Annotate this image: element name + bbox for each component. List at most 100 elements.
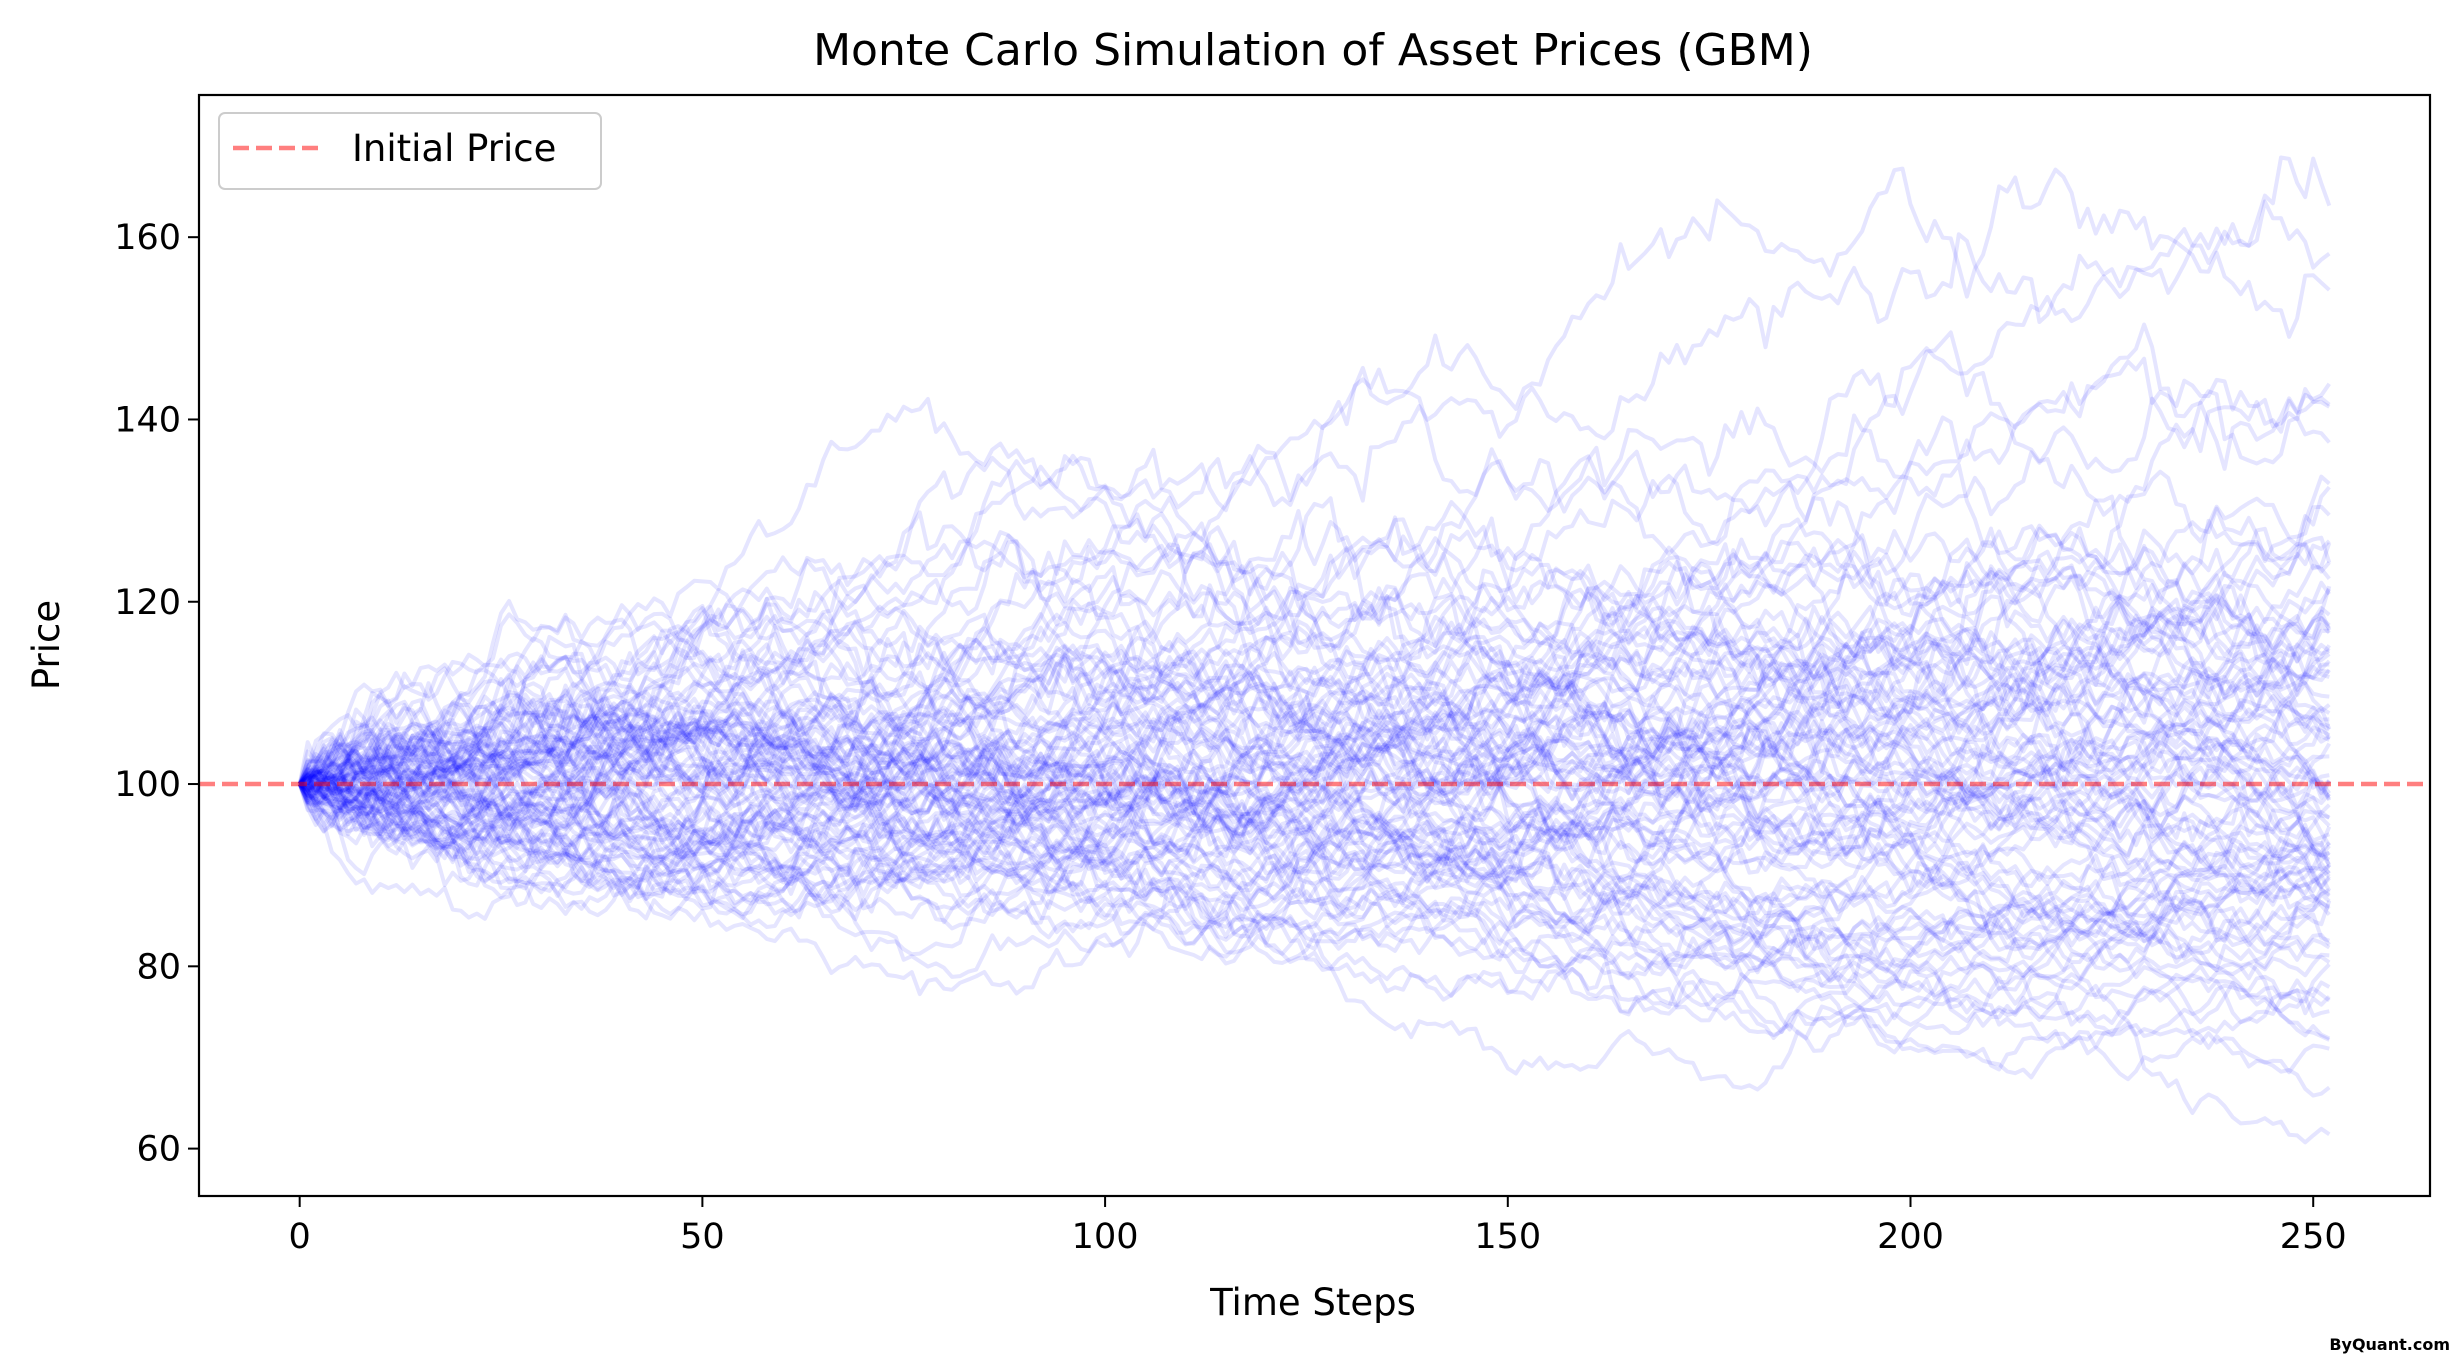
x-tick-label: 200 [1877, 1217, 1944, 1257]
x-tick-label: 0 [289, 1217, 311, 1257]
y-tick-label: 160 [114, 218, 181, 258]
simulation-path [299, 539, 2331, 796]
simulation-path [298, 701, 2332, 872]
y-tick-label: 120 [114, 583, 181, 623]
y-axis: 60 80 100 120 140 160 [114, 218, 199, 1170]
simulation-path [298, 569, 2331, 951]
simulation-path [298, 741, 2331, 893]
simulation-path [298, 692, 2331, 882]
simulation-path [299, 763, 2331, 918]
simulation-path [298, 509, 2330, 806]
simulation-path [297, 783, 2331, 1025]
simulation-path [297, 646, 2331, 832]
simulation-path [298, 639, 2331, 897]
legend: Initial Price [218, 112, 602, 190]
simulation-path [297, 628, 2330, 857]
simulation-path [298, 773, 2331, 993]
simulation-path [298, 692, 2331, 973]
simulation-path [299, 614, 2331, 821]
simulation-path [298, 763, 2331, 1050]
legend-box [218, 112, 602, 190]
simulation-path [299, 583, 2331, 896]
simulation-path [299, 637, 2331, 863]
simulation-path [298, 737, 2331, 972]
simulation-path [298, 454, 2331, 874]
simulation-path [298, 578, 2332, 791]
simulation-path [298, 747, 2332, 965]
simulation-path [297, 644, 2332, 868]
simulation-path [298, 600, 2331, 872]
simulation-path [298, 729, 2330, 879]
y-tick-label: 140 [114, 400, 181, 440]
simulation-path [297, 664, 2331, 938]
simulation-path [297, 529, 2331, 921]
simulation-path [297, 580, 2331, 906]
simulation-path [298, 782, 2331, 982]
simulation-path [298, 382, 2331, 793]
simulation-path [299, 526, 2331, 888]
simulation-path [297, 560, 2330, 869]
simulation-path [299, 567, 2331, 871]
simulation-path [297, 681, 2331, 909]
x-axis: 0 50 100 150 200 250 [289, 1196, 2347, 1257]
simulation-path [298, 650, 2331, 957]
y-tick-label: 80 [136, 947, 181, 987]
simulation-path [298, 625, 2331, 898]
simulation-path [298, 665, 2331, 872]
simulation-path [299, 605, 2331, 918]
legend-label-initial-price: Initial Price [352, 127, 556, 170]
simulation-path [299, 330, 2332, 786]
simulation-path [298, 199, 2331, 786]
simulation-path [298, 706, 2331, 956]
simulation-path [298, 530, 2331, 786]
y-tick-label: 100 [114, 765, 181, 805]
simulation-path [298, 763, 2330, 1018]
simulation-path [298, 722, 2331, 1038]
plot-frame [197, 93, 2432, 1198]
simulation-path [298, 708, 2330, 864]
simulation-path [298, 650, 2330, 872]
simulation-path [297, 496, 2331, 832]
simulation-path [297, 455, 2331, 802]
simulation-path [299, 166, 2331, 832]
simulation-path [298, 698, 2331, 1055]
simulation-path [298, 779, 2332, 1092]
simulation-path [298, 756, 2331, 963]
simulation-path [299, 637, 2331, 944]
simulation-path [298, 627, 2331, 856]
simulation-path [298, 485, 2331, 822]
simulation-path [298, 449, 2332, 809]
x-tick-label: 50 [680, 1217, 725, 1257]
simulation-path [297, 740, 2331, 961]
simulation-path [298, 777, 2331, 954]
simulation-path [297, 691, 2331, 1023]
simulation-path [298, 474, 2331, 888]
simulation-path [298, 543, 2331, 899]
simulation-path [298, 782, 2331, 1098]
simulation-path [297, 706, 2331, 1041]
simulation-path [297, 634, 2331, 921]
simulation-path [298, 530, 2331, 787]
simulation-path [297, 612, 2331, 815]
simulation-path [298, 322, 2331, 814]
x-tick-label: 150 [1474, 1217, 1541, 1257]
x-axis-label: Time Steps [1209, 1281, 1416, 1324]
simulation-path [298, 701, 2332, 1002]
simulation-path [297, 637, 2331, 922]
simulation-path [298, 613, 2330, 897]
simulation-path [298, 722, 2332, 840]
simulation-paths [297, 155, 2332, 1145]
simulation-path [298, 725, 2331, 1145]
simulation-path [299, 631, 2330, 805]
simulation-path [297, 664, 2330, 822]
simulation-path [298, 624, 2332, 874]
simulation-path [297, 564, 2331, 843]
y-tick-label: 60 [136, 1130, 181, 1170]
y-axis-label: Price [25, 600, 68, 690]
simulation-path [298, 773, 2331, 962]
simulation-path [297, 563, 2331, 803]
simulation-path [298, 622, 2331, 837]
simulation-path [297, 773, 2331, 979]
